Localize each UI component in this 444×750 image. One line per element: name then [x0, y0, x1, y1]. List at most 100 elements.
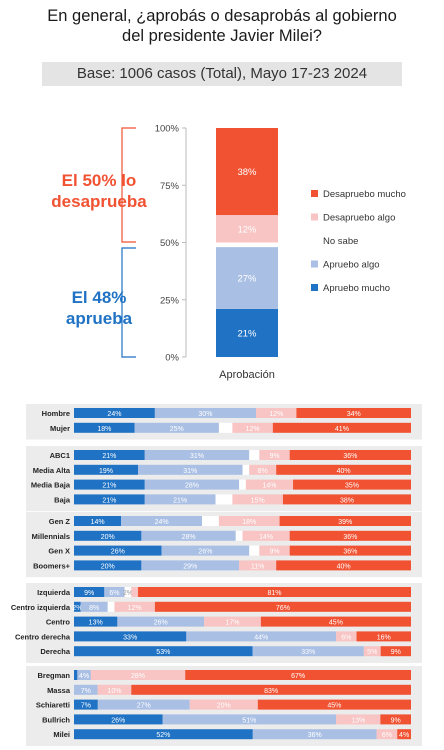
row-data-label: 26% [154, 620, 168, 627]
row-label-massa: Massa [47, 686, 71, 695]
row-segment-apruebo-mucho [74, 450, 145, 460]
row-segment-apruebo-algo [117, 616, 205, 627]
row-label-derecha: Derecha [40, 647, 70, 656]
row-segment-desapruebo-algo [376, 729, 398, 740]
row-data-label: 83% [264, 688, 278, 695]
row-segment-no-sabe [249, 450, 260, 460]
row-data-label: 7% [81, 688, 91, 695]
row-data-label: 10% [107, 688, 121, 695]
chart-title-line-1: En general, ¿aprobás o desaprobás al gob… [47, 7, 397, 25]
row-segment-no-sabe [202, 516, 219, 526]
row-segment-apruebo-mucho [74, 422, 135, 433]
row-segment-apruebo-algo [141, 530, 236, 541]
row-data-label: 4% [399, 732, 409, 739]
bar-data-label: 12% [237, 224, 257, 235]
row-data-label: 35% [345, 483, 359, 490]
approve-annotation-line-1: El 48% [71, 288, 127, 307]
chart-subtitle: Base: 1006 casos (Total), Mayo 17-23 202… [42, 62, 402, 86]
row-segment-desapruebo-mucho [356, 631, 411, 642]
row-data-label: 17% [225, 620, 239, 627]
row-segment-desapruebo-algo [255, 408, 297, 418]
row-segment-no-sabe [218, 422, 233, 433]
row-data-label: 28% [185, 483, 199, 490]
row-data-label: 11% [251, 563, 265, 570]
row-segment-desapruebo-algo [336, 631, 357, 642]
row-label-centro-derecha: Centro derecha [15, 632, 71, 641]
row-segment-desapruebo-mucho [131, 684, 412, 695]
row-segment-desapruebo-mucho [296, 408, 411, 418]
row-data-label: 9% [391, 717, 401, 724]
row-data-label: 81% [268, 590, 282, 597]
row-data-label: 9% [391, 649, 401, 656]
row-segment-apruebo-mucho [74, 545, 162, 556]
row-segment-apruebo-mucho [74, 560, 142, 571]
bar-segment-apruebo-mucho [216, 308, 278, 357]
row-label-bregman: Bregman [37, 671, 70, 680]
row-label-schiaretti: Schiaretti [36, 701, 70, 710]
row-label-millennials: Millennials [32, 532, 70, 541]
row-data-label: 31% [183, 468, 197, 475]
row-data-label: 38% [340, 497, 354, 504]
row-data-label: 33% [301, 649, 315, 656]
row-segment-desapruebo-mucho [276, 464, 411, 475]
y-tick-label: 100% [155, 124, 180, 135]
row-label-centro: Centro [46, 618, 71, 627]
row-data-label: 24% [107, 411, 121, 418]
row-segment-desapruebo-algo [249, 464, 277, 475]
row-segment-desapruebo-algo [97, 684, 132, 695]
row-segment-no-sabe [235, 530, 243, 541]
approve-bracket [121, 247, 136, 358]
row-segment-apruebo-algo [97, 699, 190, 710]
row-segment-no-sabe [215, 494, 233, 505]
row-data-label: 25% [170, 426, 184, 433]
row-data-label: 21% [102, 497, 116, 504]
legend-swatch-no-sabe [311, 237, 318, 244]
row-data-label: 13% [89, 620, 103, 627]
disapprove-annotation-line-2: desaprueba [51, 192, 147, 211]
bar-segment-desapruebo-algo [216, 215, 278, 243]
y-tick-label: 0% [165, 353, 179, 364]
row-label-milei: Milei [53, 730, 70, 739]
row-data-label: 19% [99, 468, 113, 475]
row-segment-apruebo-mucho [74, 479, 145, 490]
row-segment-apruebo-algo [104, 587, 125, 597]
row-data-label: 7% [81, 703, 91, 710]
row-data-label: 51% [242, 717, 256, 724]
legend-swatch-apruebo-algo [311, 260, 318, 268]
bar-segment-desapruebo-mucho [216, 128, 278, 216]
row-segment-apruebo-mucho [74, 494, 145, 505]
row-segment-desapruebo-algo [259, 545, 290, 556]
row-segment-desapruebo-mucho [260, 616, 411, 627]
bar-segment-no-sabe [216, 242, 278, 248]
row-segment-apruebo-algo [77, 670, 91, 680]
row-data-label: 24% [155, 519, 169, 526]
row-data-label: 26% [111, 717, 125, 724]
row-segment-desapruebo-mucho [289, 545, 411, 556]
legend-swatch-apruebo-mucho [311, 284, 318, 291]
row-segment-desapruebo-algo [363, 646, 381, 657]
row-segment-apruebo-algo [162, 714, 337, 725]
row-segment-apruebo-mucho [74, 587, 105, 597]
disapprove-bracket [121, 127, 136, 243]
row-segment-desapruebo-mucho [279, 516, 411, 526]
row-data-label: 26% [111, 549, 125, 556]
row-data-label: 39% [338, 519, 352, 526]
legend-swatch-desapruebo-algo [311, 213, 318, 221]
row-segment-apruebo-algo [138, 464, 243, 475]
legend-label-no-sabe: No sabe [323, 236, 358, 247]
row-data-label: 40% [337, 468, 351, 475]
row-data-label: 12% [246, 426, 260, 433]
row-segment-no-sabe [107, 601, 115, 612]
row-data-label: 21% [102, 483, 116, 490]
row-segment-desapruebo-mucho [282, 494, 411, 505]
row-segment-desapruebo-mucho [185, 670, 411, 680]
row-data-label: 5% [367, 649, 377, 656]
row-label-baja: Baja [54, 495, 71, 504]
row-data-label: 52% [156, 732, 170, 739]
row-segment-desapruebo-algo [239, 560, 277, 571]
row-label-abc1: ABC1 [50, 451, 70, 460]
row-label-boomers: Boomers+ [33, 561, 71, 570]
approval-stacked-bar-chart: 0% 25% 50% 75% 100% 21% 27% 12% 38% Aprobación Des… [121, 124, 406, 381]
y-tick-label: 25% [160, 295, 180, 306]
